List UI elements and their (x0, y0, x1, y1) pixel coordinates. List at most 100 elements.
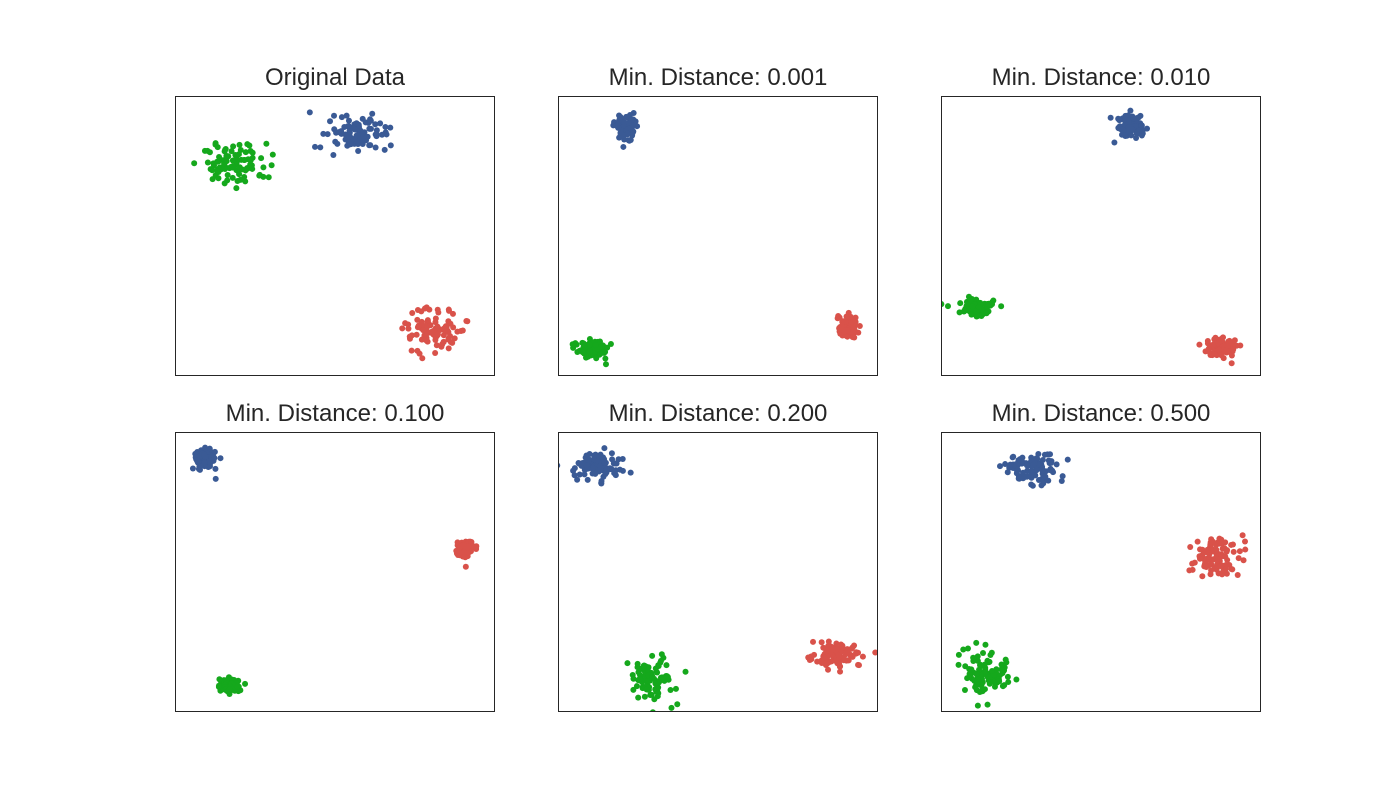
series-1 (942, 293, 1005, 320)
series-0 (1107, 107, 1150, 146)
scatter-point (955, 651, 962, 658)
scatter-point (957, 300, 964, 307)
scatter-point (204, 159, 211, 166)
scatter-point (432, 337, 439, 344)
scatter-point (434, 323, 441, 330)
scatter-point (201, 459, 208, 466)
scatter-point (1242, 538, 1249, 545)
scatter-point (211, 448, 218, 455)
scatter-point (658, 651, 665, 658)
scatter-point (806, 657, 813, 664)
scatter-point (674, 701, 681, 708)
scatter-point (324, 131, 331, 138)
scatter-point (653, 668, 660, 675)
panel-min-distance-0.200: Min. Distance: 0.200 (558, 396, 878, 712)
scatter-point (1222, 539, 1229, 546)
scatter-point (960, 646, 967, 653)
scatter-point (209, 176, 216, 183)
scatter-point (966, 670, 973, 677)
scatter-point (961, 687, 968, 694)
scatter-point (334, 140, 341, 147)
series-0 (559, 445, 634, 487)
scatter-point (249, 154, 256, 161)
scatter-point (1207, 539, 1214, 546)
scatter-point (460, 549, 467, 556)
scatter-point (1126, 126, 1133, 133)
scatter-point (559, 462, 561, 468)
scatter-point (621, 119, 628, 126)
scatter-point (210, 160, 217, 167)
scatter-point (630, 686, 637, 693)
scatter-point (961, 307, 968, 314)
scatter-point (576, 471, 583, 478)
scatter-point (409, 310, 416, 317)
scatter-point (1059, 473, 1066, 480)
scatter-point (1197, 546, 1204, 553)
scatter-point (434, 331, 441, 338)
panel-min-distance-0.001: Min. Distance: 0.001 (558, 60, 878, 376)
series-0 (306, 109, 394, 158)
scatter-point (1211, 564, 1218, 571)
plot-area (558, 432, 878, 712)
scatter-point (320, 130, 327, 137)
scatter-point (1186, 567, 1193, 574)
scatter-point (359, 130, 366, 137)
scatter-point (1015, 457, 1022, 464)
panel-title: Min. Distance: 0.500 (991, 400, 1211, 427)
scatter-plot (569, 110, 863, 368)
scatter-point (465, 543, 472, 550)
scatter-point (1207, 571, 1214, 578)
scatter-point (1032, 455, 1039, 462)
panel-min-distance-0.100: Min. Distance: 0.100 (175, 396, 495, 712)
scatter-point (852, 650, 859, 657)
scatter-point (457, 543, 464, 550)
scatter-point (1023, 462, 1030, 469)
scatter-point (229, 174, 236, 181)
scatter-point (580, 340, 587, 347)
scatter-point (604, 344, 611, 351)
scatter-point (601, 445, 608, 452)
scatter-point (814, 658, 821, 665)
scatter-point (359, 115, 366, 122)
scatter-point (1233, 342, 1240, 349)
scatter-point (607, 341, 614, 348)
scatter-point (338, 114, 345, 121)
scatter-point (594, 458, 601, 465)
scatter-point (207, 166, 214, 173)
scatter-point (592, 342, 599, 349)
scatter-point (234, 683, 241, 690)
scatter-point (600, 473, 607, 480)
series-2 (453, 538, 480, 570)
scatter-point (1194, 538, 1201, 545)
scatter-point (968, 666, 975, 673)
scatter-point (833, 640, 840, 647)
scatter-point (942, 301, 945, 308)
scatter-point (471, 543, 478, 550)
scatter-point (228, 148, 235, 155)
scatter-point (988, 649, 995, 656)
scatter-point (201, 451, 208, 458)
scatter-point (648, 691, 655, 698)
scatter-point (569, 341, 576, 348)
scatter-point (242, 680, 249, 687)
scatter-point (612, 472, 619, 479)
scatter-point (955, 661, 962, 668)
scatter-point (612, 460, 619, 467)
scatter-point (944, 303, 951, 310)
series-2 (1186, 532, 1249, 580)
scatter-point (377, 120, 384, 127)
scatter-point (583, 462, 590, 469)
scatter-point (256, 172, 263, 179)
scatter-point (345, 117, 352, 124)
scatter-point (387, 124, 394, 131)
panel-title: Min. Distance: 0.001 (608, 64, 828, 91)
scatter-point (859, 653, 866, 660)
scatter-point (1205, 562, 1212, 569)
scatter-point (645, 677, 652, 684)
scatter-point (652, 680, 659, 687)
scatter-point (609, 456, 616, 463)
scatter-point (1046, 460, 1053, 467)
scatter-point (571, 472, 578, 479)
series-2 (1196, 334, 1244, 367)
scatter-point (1223, 347, 1230, 354)
